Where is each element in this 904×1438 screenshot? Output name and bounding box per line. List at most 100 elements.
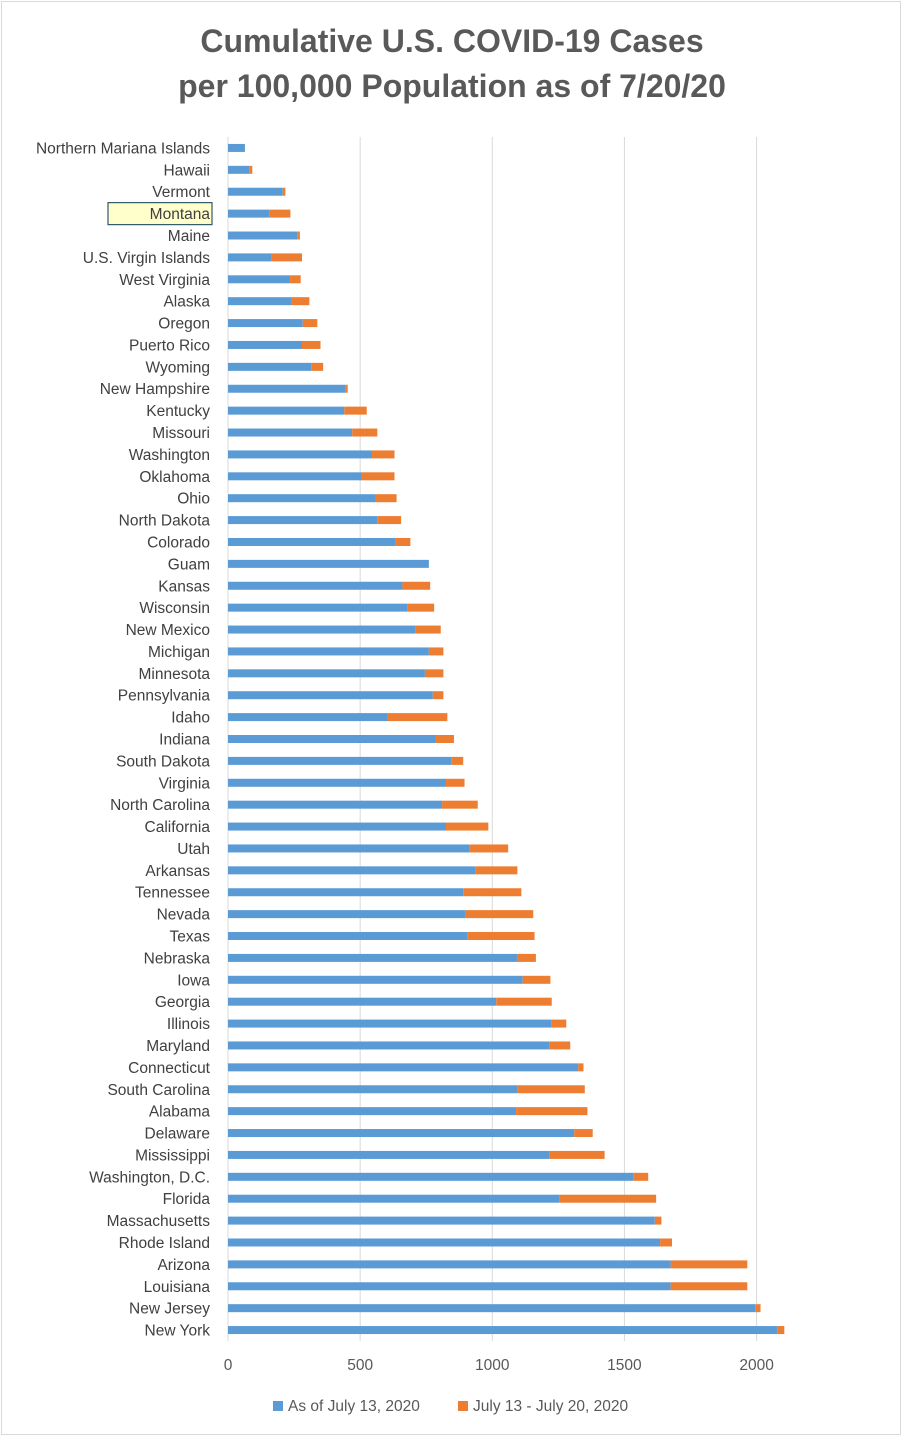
category-label: North Carolina xyxy=(110,797,210,814)
bar-alaska-series-1 xyxy=(291,297,310,306)
bar-u-s-virgin-islands-series-1 xyxy=(271,253,302,262)
bar-new-hampshire-series-0 xyxy=(228,384,346,393)
bar-tennessee-series-0 xyxy=(228,888,464,897)
bar-u-s-virgin-islands-series-0 xyxy=(228,253,272,262)
category-label: Texas xyxy=(170,929,211,946)
bar-texas-series-0 xyxy=(228,932,468,941)
bar-utah-series-1 xyxy=(469,844,509,853)
category-label: Ohio xyxy=(177,491,210,508)
bar-illinois-series-0 xyxy=(228,1019,552,1028)
bar-puerto-rico-series-1 xyxy=(302,340,321,349)
bar-connecticut-series-1 xyxy=(578,1063,584,1072)
bar-louisiana-series-1 xyxy=(670,1282,748,1291)
bar-oregon-series-1 xyxy=(302,319,318,328)
bar-arkansas-series-1 xyxy=(475,866,518,875)
bar-northern-mariana-islands-series-0 xyxy=(228,143,245,152)
bar-mississippi-series-1 xyxy=(549,1150,605,1159)
category-label: Nevada xyxy=(157,907,211,924)
bar-new-hampshire-series-1 xyxy=(345,384,348,393)
bar-wisconsin-series-0 xyxy=(228,603,408,612)
bar-kentucky-series-1 xyxy=(344,406,367,415)
legend-label-july-13-20: July 13 - July 20, 2020 xyxy=(473,1398,628,1415)
bar-michigan-series-0 xyxy=(228,647,429,656)
category-label: South Dakota xyxy=(116,753,210,770)
bar-wisconsin-series-1 xyxy=(407,603,435,612)
bar-alabama-series-0 xyxy=(228,1107,517,1116)
bar-vermont-series-0 xyxy=(228,187,283,196)
bar-vermont-series-1 xyxy=(282,187,286,196)
bar-alabama-series-1 xyxy=(516,1107,588,1116)
bar-ohio-series-1 xyxy=(375,494,397,503)
bar-wyoming-series-0 xyxy=(228,362,312,371)
bar-wyoming-series-1 xyxy=(311,362,324,371)
x-tick-label: 1000 xyxy=(475,1357,510,1374)
category-label: New York xyxy=(145,1323,211,1340)
category-label: Massachusetts xyxy=(107,1213,211,1230)
bar-illinois-series-1 xyxy=(551,1019,567,1028)
bar-oklahoma-series-1 xyxy=(361,472,395,481)
bar-north-carolina-series-1 xyxy=(442,800,478,809)
legend: As of July 13, 2020 July 13 - July 20, 2… xyxy=(273,1398,628,1415)
bar-north-dakota-series-1 xyxy=(377,516,402,525)
bar-massachusetts-series-0 xyxy=(228,1216,655,1225)
category-label: Washington xyxy=(129,447,210,464)
bar-arizona-series-0 xyxy=(228,1260,671,1269)
category-label: Guam xyxy=(168,556,210,573)
bar-nebraska-series-0 xyxy=(228,953,518,962)
highlight-box xyxy=(107,202,213,226)
category-label: Delaware xyxy=(145,1126,210,1143)
category-label: Washington, D.C. xyxy=(89,1169,210,1186)
bar-south-dakota-series-0 xyxy=(228,756,452,765)
category-label: Michigan xyxy=(148,644,210,661)
x-tick-labels: 0 500 1000 1500 2000 xyxy=(224,1357,775,1374)
bar-kansas-series-0 xyxy=(228,581,403,590)
bar-nevada-series-0 xyxy=(228,910,466,919)
category-label: Minnesota xyxy=(138,666,210,683)
bar-georgia-series-0 xyxy=(228,997,497,1006)
chart-title-line-1: Cumulative U.S. COVID-19 Cases xyxy=(200,23,703,59)
bar-north-carolina-series-0 xyxy=(228,800,443,809)
bar-florida-series-1 xyxy=(559,1194,657,1203)
bar-missouri-series-0 xyxy=(228,428,353,437)
category-label: Connecticut xyxy=(128,1060,211,1077)
chart-title-line-2: per 100,000 Population as of 7/20/20 xyxy=(178,68,726,104)
bar-washington-d-c-series-0 xyxy=(228,1172,634,1181)
bar-new-mexico-series-1 xyxy=(415,625,441,634)
category-label: Virginia xyxy=(159,775,211,792)
category-label: California xyxy=(145,819,211,836)
bar-rhode-island-series-1 xyxy=(660,1238,672,1247)
category-label: New Mexico xyxy=(126,622,210,639)
bar-hawaii-series-0 xyxy=(228,165,250,174)
bar-florida-series-0 xyxy=(228,1194,560,1203)
category-label: Alaska xyxy=(163,294,210,311)
category-labels: Northern Mariana Islands Hawaii Vermont Mon… xyxy=(36,140,213,1340)
bar-idaho-series-0 xyxy=(228,713,388,722)
category-label: Colorado xyxy=(147,534,210,551)
bar-idaho-series-1 xyxy=(387,713,448,722)
bar-kentucky-series-0 xyxy=(228,406,345,415)
category-label: South Carolina xyxy=(107,1082,210,1099)
category-label: Wyoming xyxy=(146,359,210,376)
x-tick-label: 0 xyxy=(224,1357,233,1374)
category-label: U.S. Virgin Islands xyxy=(83,250,210,267)
category-label: Maine xyxy=(168,228,210,245)
bar-maine-series-0 xyxy=(228,231,298,240)
bar-delaware-series-0 xyxy=(228,1129,575,1138)
bar-georgia-series-1 xyxy=(496,997,552,1006)
category-label: Illinois xyxy=(167,1016,210,1033)
bar-guam-series-0 xyxy=(228,559,429,568)
category-label: Arkansas xyxy=(145,863,210,880)
bar-utah-series-0 xyxy=(228,844,470,853)
bar-minnesota-series-0 xyxy=(228,669,425,678)
bar-virginia-series-0 xyxy=(228,778,447,787)
category-label: Puerto Rico xyxy=(129,337,210,354)
category-label: Mississippi xyxy=(135,1147,210,1164)
bar-delaware-series-1 xyxy=(574,1129,593,1138)
bar-mississippi-series-0 xyxy=(228,1150,550,1159)
bar-nebraska-series-1 xyxy=(517,953,536,962)
category-label: North Dakota xyxy=(119,513,211,530)
bar-maryland-series-0 xyxy=(228,1041,550,1050)
bar-iowa-series-0 xyxy=(228,975,523,984)
bar-iowa-series-1 xyxy=(522,975,551,984)
bar-maryland-series-1 xyxy=(549,1041,571,1050)
